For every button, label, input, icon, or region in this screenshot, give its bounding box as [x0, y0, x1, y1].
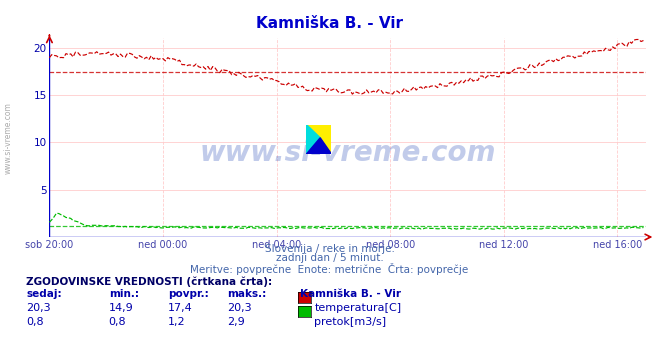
Polygon shape	[306, 138, 331, 154]
Text: 17,4: 17,4	[168, 303, 193, 313]
Text: min.:: min.:	[109, 289, 139, 299]
Text: ZGODOVINSKE VREDNOSTI (črtkana črta):: ZGODOVINSKE VREDNOSTI (črtkana črta):	[26, 277, 272, 287]
Text: pretok[m3/s]: pretok[m3/s]	[314, 317, 386, 327]
Text: www.si-vreme.com: www.si-vreme.com	[3, 102, 13, 174]
Text: maks.:: maks.:	[227, 289, 267, 299]
Polygon shape	[306, 125, 320, 154]
Text: Kamniška B. - Vir: Kamniška B. - Vir	[300, 289, 401, 299]
Text: www.si-vreme.com: www.si-vreme.com	[200, 139, 496, 167]
Text: sedaj:: sedaj:	[26, 289, 62, 299]
Text: Meritve: povprečne  Enote: metrične  Črta: povprečje: Meritve: povprečne Enote: metrične Črta:…	[190, 263, 469, 275]
Text: Kamniška B. - Vir: Kamniška B. - Vir	[256, 16, 403, 30]
Polygon shape	[306, 125, 331, 154]
Text: Slovenija / reke in morje.: Slovenija / reke in morje.	[264, 244, 395, 254]
Text: zadnji dan / 5 minut.: zadnji dan / 5 minut.	[275, 253, 384, 263]
Text: 2,9: 2,9	[227, 317, 245, 327]
Text: temperatura[C]: temperatura[C]	[314, 303, 401, 313]
Text: 0,8: 0,8	[109, 317, 127, 327]
Text: 14,9: 14,9	[109, 303, 134, 313]
Text: 20,3: 20,3	[26, 303, 51, 313]
Text: 0,8: 0,8	[26, 317, 44, 327]
Text: 20,3: 20,3	[227, 303, 252, 313]
Text: povpr.:: povpr.:	[168, 289, 209, 299]
Text: 1,2: 1,2	[168, 317, 186, 327]
